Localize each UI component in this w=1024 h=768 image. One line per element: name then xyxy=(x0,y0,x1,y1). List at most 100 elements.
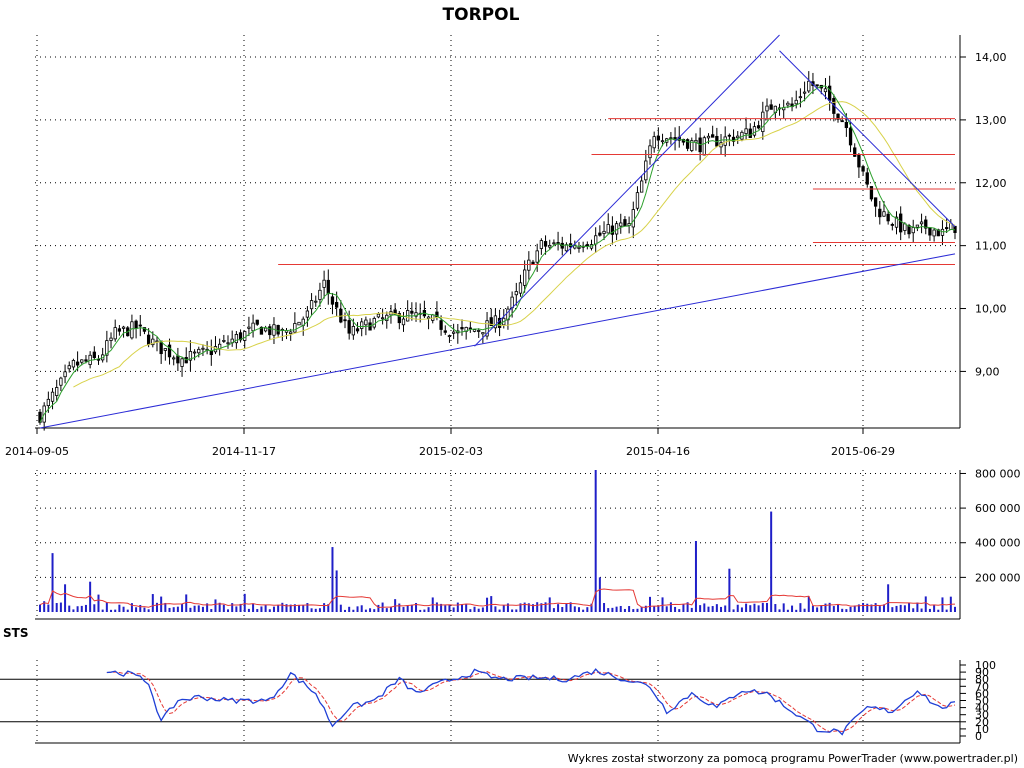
volume-bar-20 xyxy=(122,606,125,612)
volume-y-tick-label-2: 600 000 xyxy=(975,502,1021,515)
volume-bar-77 xyxy=(360,605,363,612)
volume-bar-18 xyxy=(114,609,117,612)
candle-body-120 xyxy=(539,240,544,249)
candle-body-98 xyxy=(447,335,452,338)
volume-bar-188 xyxy=(824,603,827,612)
volume-bar-178 xyxy=(782,603,785,612)
candle-body-217 xyxy=(944,227,949,230)
volume-bar-4 xyxy=(55,603,58,612)
candle-body-60 xyxy=(289,331,293,334)
volume-bar-27 xyxy=(151,594,154,612)
candle-body-166 xyxy=(731,136,736,142)
candle-body-193 xyxy=(844,121,849,129)
volume-bar-191 xyxy=(837,604,840,612)
candle-body-90 xyxy=(414,312,418,317)
volume-bar-16 xyxy=(105,602,108,612)
volume-bar-103 xyxy=(469,609,472,612)
volume-bar-8 xyxy=(72,609,75,612)
sma-slow-line xyxy=(73,101,956,388)
volume-bar-80 xyxy=(373,609,376,612)
candle-body-33 xyxy=(176,355,180,364)
volume-bar-46 xyxy=(231,603,234,612)
volume-bar-54 xyxy=(264,604,267,612)
candle-body-49 xyxy=(243,331,247,341)
candle-body-186 xyxy=(815,84,819,87)
candle-body-157 xyxy=(694,139,698,143)
volume-bar-136 xyxy=(607,608,610,612)
candle-body-136 xyxy=(606,224,610,234)
volume-bar-160 xyxy=(707,606,710,612)
volume-bar-219 xyxy=(954,606,956,612)
candle-body-188 xyxy=(823,88,828,93)
volume-bar-169 xyxy=(745,603,748,612)
volume-bar-213 xyxy=(928,608,931,612)
candle-body-181 xyxy=(794,99,798,105)
volume-bar-201 xyxy=(878,606,881,612)
volume-bar-34 xyxy=(181,603,184,612)
candle-body-36 xyxy=(188,351,193,361)
candle-body-117 xyxy=(527,259,531,271)
candle-body-170 xyxy=(748,128,752,139)
candle-body-147 xyxy=(652,136,656,149)
candle-body-109 xyxy=(493,315,498,329)
volume-bar-165 xyxy=(728,568,731,612)
volume-bar-114 xyxy=(515,609,518,612)
volume-bar-142 xyxy=(632,609,635,612)
candle-body-61 xyxy=(293,323,297,333)
candle-body-41 xyxy=(209,350,213,356)
candle-body-171 xyxy=(752,126,757,136)
volume-bar-151 xyxy=(669,602,672,612)
volume-bar-105 xyxy=(477,608,480,612)
candle-body-172 xyxy=(756,125,761,129)
candle-body-78 xyxy=(364,319,368,326)
volume-bar-6 xyxy=(64,584,67,612)
price-x-tick-label-4: 2015-06-29 xyxy=(831,445,895,458)
candle-body-77 xyxy=(360,321,364,329)
volume-bar-195 xyxy=(853,605,856,612)
volume-bar-167 xyxy=(736,604,739,612)
candle-body-114 xyxy=(514,291,518,296)
candle-body-161 xyxy=(711,134,715,138)
volume-bar-31 xyxy=(168,607,171,612)
candle-body-99 xyxy=(451,331,456,334)
volume-bar-76 xyxy=(356,606,359,612)
volume-bar-144 xyxy=(640,606,643,612)
volume-bar-163 xyxy=(720,606,723,612)
candle-body-105 xyxy=(477,330,481,332)
price-panel: 9,00 10,00 11,00 12,00 13,00 14,00 2014-09-05… xyxy=(5,34,1007,458)
candle-body-69 xyxy=(326,279,330,295)
candle-body-7 xyxy=(67,365,71,370)
candle-body-203 xyxy=(886,213,890,222)
candle-body-17 xyxy=(109,337,113,341)
volume-bar-100 xyxy=(456,602,459,612)
volume-bar-172 xyxy=(757,605,760,612)
candle-body-19 xyxy=(117,328,122,332)
volume-bar-64 xyxy=(306,603,309,612)
volume-bar-117 xyxy=(527,603,530,612)
volume-bar-41 xyxy=(210,609,213,612)
volume-bar-92 xyxy=(423,609,426,612)
candle-body-146 xyxy=(648,145,652,159)
candle-body-26 xyxy=(146,334,151,345)
volume-bar-102 xyxy=(465,604,468,612)
candle-body-121 xyxy=(543,241,548,247)
volume-bar-69 xyxy=(327,604,330,612)
volume-bar-192 xyxy=(841,608,844,612)
candle-body-24 xyxy=(138,324,142,327)
volume-bar-203 xyxy=(887,584,890,612)
volume-bar-21 xyxy=(126,609,129,612)
volume-bar-139 xyxy=(619,605,622,612)
volume-bar-122 xyxy=(548,597,551,612)
candle-body-101 xyxy=(460,327,464,330)
candle-body-66 xyxy=(314,300,318,303)
candle-body-70 xyxy=(330,296,335,305)
volume-bar-132 xyxy=(590,603,593,612)
volume-bar-42 xyxy=(214,599,217,612)
volume-bar-37 xyxy=(193,605,196,612)
volume-bar-183 xyxy=(803,608,806,612)
sts-y-tick-label-2: 20 xyxy=(975,716,989,729)
candle-body-57 xyxy=(276,324,280,335)
candle-body-108 xyxy=(489,317,493,326)
candle-body-212 xyxy=(924,219,928,229)
candle-body-169 xyxy=(744,128,748,134)
